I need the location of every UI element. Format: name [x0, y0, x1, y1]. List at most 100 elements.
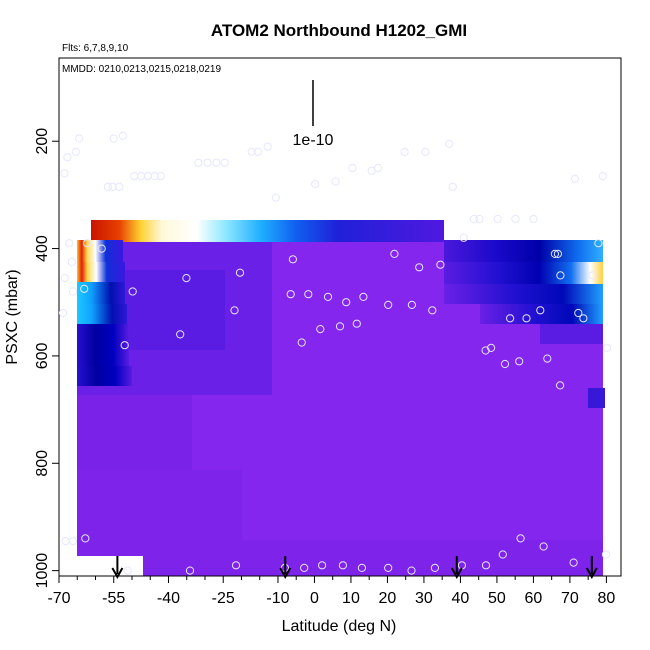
- observation-point: [516, 534, 525, 543]
- heatmap-band: [125, 270, 225, 350]
- observation-point: [220, 158, 229, 167]
- observation-point: [68, 537, 78, 546]
- heatmap-right-band: [444, 240, 603, 262]
- heatmap-right-band: [444, 262, 603, 284]
- observation-point: [71, 147, 80, 156]
- heatmap-left-column: [77, 262, 125, 282]
- observation-point: [182, 274, 191, 283]
- observation-point: [97, 244, 106, 253]
- heatmap-right-band: [444, 284, 603, 304]
- observation-point: [230, 306, 239, 315]
- observation-point: [373, 163, 383, 173]
- observation-point: [579, 314, 588, 323]
- observation-point: [553, 249, 563, 258]
- observation-point: [407, 566, 416, 575]
- observation-point: [348, 163, 357, 173]
- observation-point: [156, 172, 165, 181]
- observation-point: [128, 287, 137, 296]
- observation-point: [318, 561, 327, 570]
- observation-point: [359, 292, 368, 301]
- observation-point: [574, 308, 583, 318]
- heatmap-left-column: [77, 324, 129, 344]
- observation-point: [445, 139, 454, 148]
- observation-point: [60, 274, 69, 283]
- y-tick-label: 400: [34, 235, 51, 262]
- observation-point: [83, 239, 92, 248]
- observation-point: [288, 255, 297, 264]
- heatmap-band: [77, 540, 603, 576]
- observation-point: [407, 300, 416, 309]
- y-tick-label: 200: [34, 128, 51, 155]
- observation-point: [335, 322, 345, 331]
- observation-point: [253, 147, 262, 156]
- observation-point: [421, 147, 430, 156]
- flights-label: Flts: 6,7,8,9,10: [62, 43, 129, 54]
- heatmap-right-band: [588, 388, 605, 408]
- observation-point: [588, 271, 597, 280]
- observation-point: [263, 142, 272, 151]
- observation-point: [130, 172, 139, 181]
- observation-point: [108, 182, 117, 191]
- observation-point: [390, 249, 399, 258]
- observation-point: [118, 131, 128, 140]
- heatmap-top-band: [91, 220, 444, 242]
- observation-point: [61, 537, 70, 546]
- heatmap-left-column: [77, 240, 123, 262]
- observation-point: [569, 558, 578, 567]
- observation-point: [81, 534, 90, 543]
- observation-point: [415, 263, 424, 272]
- scale-label: 1e-10: [293, 132, 334, 149]
- observation-point: [300, 563, 309, 573]
- observation-point: [515, 357, 524, 366]
- observation-point: [475, 214, 484, 224]
- observation-point: [203, 158, 212, 167]
- observation-point: [120, 341, 129, 350]
- observation-point: [176, 330, 185, 339]
- arrows: [111, 556, 598, 580]
- observation-point: [311, 180, 320, 189]
- observation-point: [428, 306, 437, 315]
- observation-point: [231, 561, 241, 570]
- observation-point: [286, 290, 295, 299]
- observation-point: [247, 147, 256, 156]
- heatmap-left-column: [77, 366, 132, 386]
- x-tick-label: -55: [102, 590, 125, 607]
- observation-point: [500, 359, 510, 369]
- observation-point: [357, 563, 366, 573]
- observation-point: [506, 314, 515, 323]
- observation-point: [522, 314, 531, 323]
- x-tick-label: -25: [212, 590, 235, 607]
- observation-point: [60, 169, 69, 178]
- observation-point: [481, 561, 491, 570]
- dates-label: MMDD: 0210,0213,0215,0218,0219: [62, 64, 221, 75]
- x-tick-label: 70: [561, 590, 579, 607]
- observation-point: [297, 338, 306, 347]
- observation-point: [448, 182, 457, 191]
- x-tick-label: 80: [598, 590, 616, 607]
- x-tick-label: 60: [525, 590, 543, 607]
- observation-point: [194, 158, 203, 167]
- observation-point: [80, 284, 89, 293]
- y-tick-label: 1000: [34, 553, 51, 589]
- observation-point: [543, 354, 552, 363]
- observation-point: [67, 257, 76, 267]
- observation-point: [58, 308, 68, 318]
- observation-point: [384, 300, 393, 309]
- observation-point: [75, 134, 84, 143]
- observation-point: [137, 172, 146, 181]
- observation-point: [115, 182, 124, 191]
- observation-point: [271, 193, 280, 202]
- observation-point: [68, 287, 78, 296]
- observation-point: [536, 306, 545, 315]
- observation-point: [603, 343, 612, 352]
- observation-point: [384, 563, 393, 573]
- observation-point: [436, 260, 445, 269]
- arrow-head: [585, 567, 598, 580]
- observation-point: [570, 174, 580, 183]
- observation-point: [556, 381, 565, 390]
- chart-title: ATOM2 Northbound H1202_GMI: [211, 21, 467, 40]
- observation-point: [556, 271, 565, 280]
- observation-point: [400, 147, 409, 156]
- observation-point: [150, 172, 159, 181]
